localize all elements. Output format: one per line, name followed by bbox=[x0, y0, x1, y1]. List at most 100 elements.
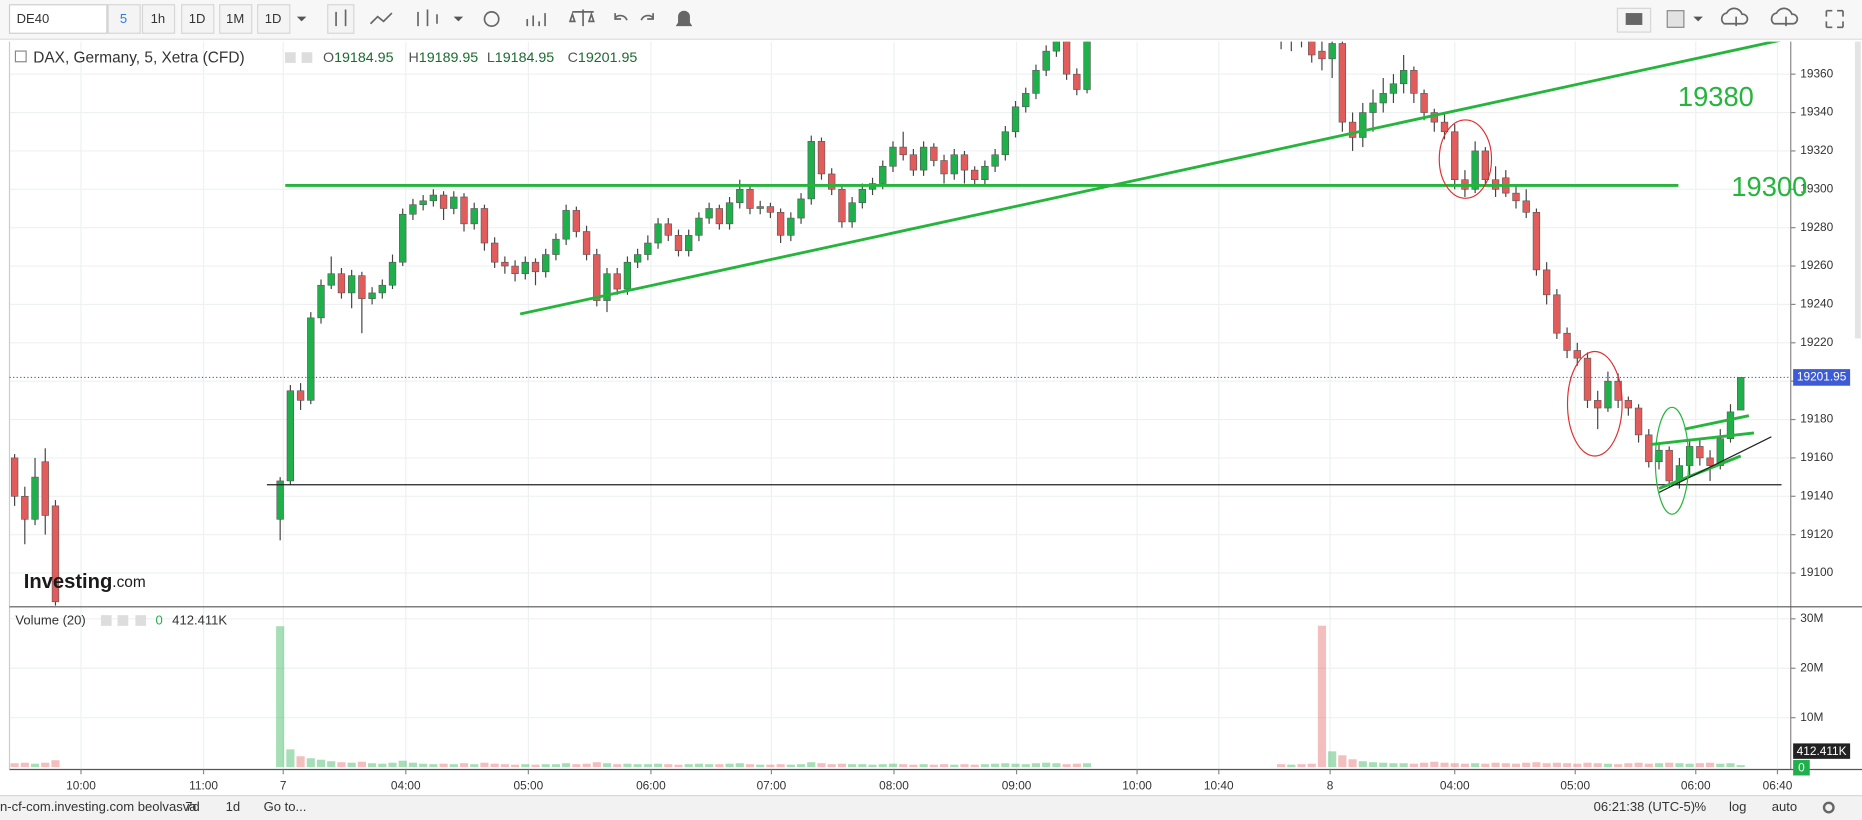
volume-bar bbox=[1011, 763, 1020, 768]
candle-body bbox=[1308, 41, 1316, 56]
candle-icon[interactable] bbox=[327, 4, 355, 34]
interval-label: 1h bbox=[151, 11, 166, 26]
candle-body bbox=[1410, 70, 1418, 94]
range-button[interactable]: 1d bbox=[226, 799, 241, 814]
volume-bar bbox=[1277, 764, 1286, 768]
candle-body bbox=[664, 223, 672, 236]
symbol: DE40 bbox=[17, 11, 50, 26]
volume-zero-label: 0 bbox=[1798, 760, 1805, 774]
icon[interactable] bbox=[1770, 7, 1799, 27]
candle-body bbox=[31, 476, 39, 520]
volume-bar bbox=[1001, 763, 1010, 768]
x-tick-label: 10:00 bbox=[1122, 778, 1152, 792]
volume-zero-box bbox=[1793, 760, 1810, 776]
icon[interactable] bbox=[1666, 10, 1685, 28]
plot bbox=[10, 41, 1782, 768]
y-tick-label: 19320 bbox=[1800, 143, 1833, 157]
candle-body bbox=[531, 261, 540, 273]
watermark-suffix: .com bbox=[112, 574, 145, 591]
volume-bar bbox=[766, 764, 775, 768]
volume-bar bbox=[337, 762, 346, 768]
candle-body bbox=[613, 273, 621, 290]
candle-body bbox=[1451, 131, 1459, 181]
last-price-label: 19201.95 bbox=[1797, 370, 1847, 384]
volume-bar bbox=[521, 764, 530, 768]
highlight-ellipse bbox=[1654, 406, 1690, 515]
volume-bar bbox=[378, 763, 387, 768]
candle-body bbox=[296, 390, 305, 401]
volume-bar bbox=[1328, 751, 1337, 768]
y-tick-label: 19220 bbox=[1800, 335, 1833, 349]
legend-icon[interactable] bbox=[285, 52, 296, 63]
volume-bar bbox=[1583, 762, 1592, 768]
y-tick-label: 30M bbox=[1800, 611, 1823, 625]
collapse-icon[interactable] bbox=[14, 50, 27, 63]
volume-last-label: 412.411K bbox=[1797, 744, 1847, 758]
volume-bar bbox=[858, 764, 867, 768]
highlight-ellipse bbox=[1438, 119, 1493, 199]
annotation: 19380 bbox=[1678, 81, 1754, 112]
interval-button[interactable] bbox=[141, 4, 176, 34]
interval-button[interactable] bbox=[181, 4, 215, 34]
candle-body bbox=[429, 194, 438, 202]
volume-bar bbox=[1419, 762, 1429, 768]
candle-body bbox=[879, 165, 887, 184]
goto-button[interactable]: Go to... bbox=[264, 799, 307, 814]
volume-bar bbox=[745, 764, 755, 768]
x-tick-label: 09:00 bbox=[1002, 778, 1032, 792]
range-button[interactable]: 7d bbox=[185, 799, 200, 814]
option-log[interactable]: log bbox=[1729, 799, 1746, 814]
volume-bar bbox=[449, 764, 458, 768]
icon bbox=[1693, 16, 1703, 22]
legend-icon[interactable] bbox=[100, 615, 112, 626]
volume-bar bbox=[347, 762, 356, 768]
volume-bar bbox=[674, 764, 683, 768]
volume-bar bbox=[1430, 761, 1439, 768]
interval-button[interactable] bbox=[257, 4, 291, 34]
x-tick-label: 10:00 bbox=[66, 778, 96, 792]
instrument-title: DAX, Germany, 5, Xetra (CFD) bbox=[33, 49, 244, 66]
interval-label: 1D bbox=[189, 11, 206, 26]
symbol-input[interactable] bbox=[8, 4, 108, 34]
volume-bar bbox=[623, 763, 632, 768]
y-tick-label: 19340 bbox=[1800, 105, 1833, 119]
candle-body bbox=[1318, 50, 1326, 60]
y-tick-label: 19280 bbox=[1800, 220, 1833, 234]
candle-body bbox=[623, 261, 632, 290]
legend-icon[interactable] bbox=[117, 615, 129, 626]
candle-body bbox=[1001, 131, 1009, 156]
volume-bar bbox=[919, 764, 928, 768]
volume-bar bbox=[296, 756, 305, 768]
x-tick-label: 10:40 bbox=[1204, 778, 1234, 792]
interval-button[interactable] bbox=[107, 4, 141, 34]
volume-bar bbox=[367, 763, 377, 768]
candle-body bbox=[889, 146, 897, 167]
icon bbox=[675, 10, 693, 27]
volume-bar bbox=[1348, 759, 1357, 768]
candle-body bbox=[1328, 43, 1336, 60]
icon[interactable] bbox=[1720, 7, 1749, 27]
volume-bar bbox=[1552, 762, 1561, 768]
candle-body bbox=[470, 208, 478, 225]
option-auto[interactable]: auto bbox=[1772, 799, 1797, 814]
y-tick-label: 19140 bbox=[1800, 488, 1833, 502]
volume-bar bbox=[1654, 763, 1664, 768]
scrollbar[interactable] bbox=[1854, 41, 1861, 339]
volume-bar bbox=[357, 761, 366, 768]
ohlc-value: 19201.95 bbox=[578, 50, 638, 66]
candle-body bbox=[705, 208, 713, 219]
x-tick-label: 04:00 bbox=[1440, 778, 1470, 792]
option-percent[interactable]: % bbox=[1695, 799, 1707, 814]
candle-body bbox=[909, 154, 918, 171]
interval-button[interactable] bbox=[219, 4, 253, 34]
legend-icon[interactable] bbox=[301, 52, 313, 63]
volume-bar bbox=[705, 764, 714, 768]
icon[interactable] bbox=[1825, 9, 1844, 29]
candle-body bbox=[919, 146, 928, 171]
legend-icon[interactable] bbox=[135, 615, 147, 626]
volume-bar bbox=[1358, 761, 1367, 768]
icon bbox=[453, 16, 464, 22]
settings-icon[interactable] bbox=[1822, 801, 1835, 814]
candle-body bbox=[1594, 400, 1602, 409]
